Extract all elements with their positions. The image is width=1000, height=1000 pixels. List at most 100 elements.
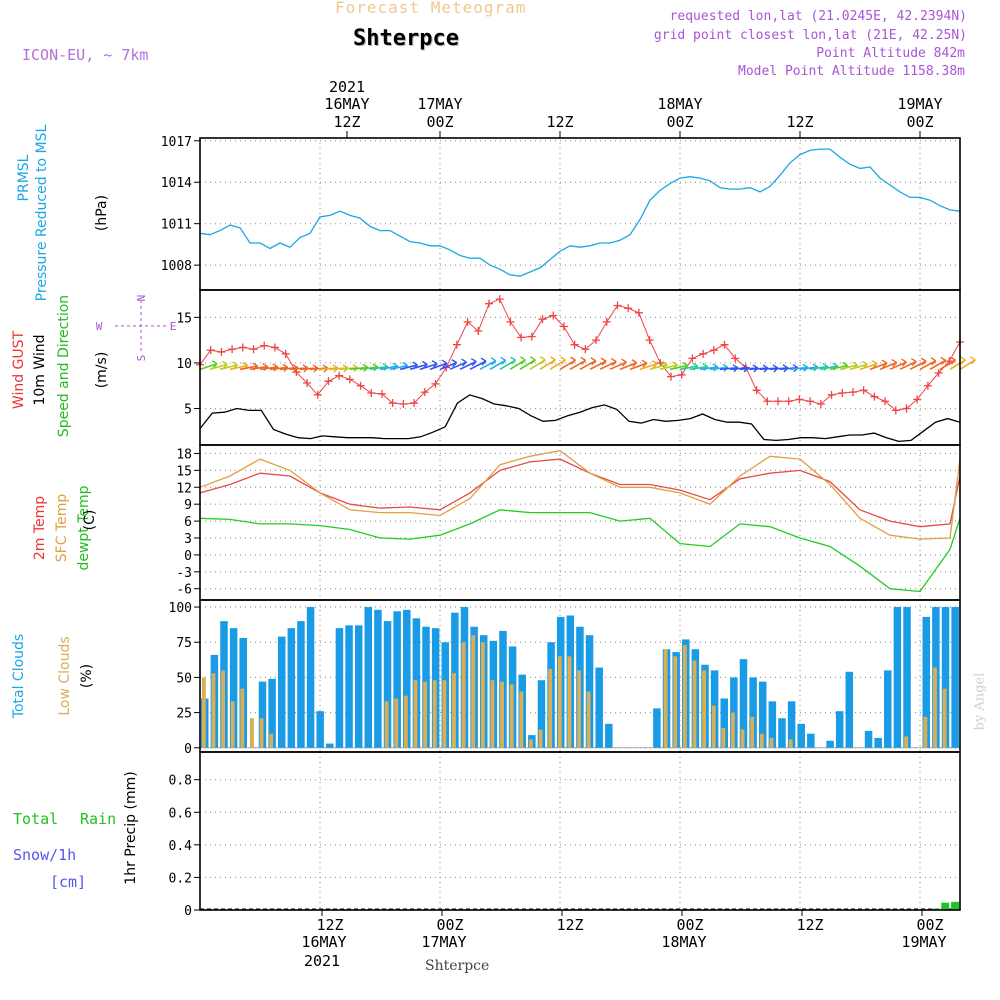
low-cloud-bar [403, 695, 408, 748]
wind-arrow-head [631, 359, 638, 368]
wind-arrow-head [871, 360, 878, 369]
gust-marker [581, 345, 590, 354]
wind-arrow [389, 364, 408, 371]
ytick-label: 18 [176, 447, 192, 462]
ytick-label: 1011 [161, 218, 192, 233]
total-cloud-bar [258, 681, 267, 748]
low-cloud-bar [230, 701, 235, 748]
ytick-label: -3 [176, 566, 192, 581]
gust-marker [763, 397, 772, 406]
total-cloud-bar [354, 625, 363, 748]
low-cloud-bar [923, 716, 928, 748]
bottom-date-label: 16MAY [301, 933, 346, 951]
wind-arrow [849, 363, 868, 371]
gust-marker [335, 371, 344, 380]
gust-marker [688, 354, 697, 363]
bottom-hour-label: 12Z [316, 916, 343, 934]
wind-arrow [459, 360, 477, 371]
wind-arrow-head [490, 357, 497, 366]
wind-arrow [499, 359, 516, 371]
total-cloud-bar [653, 708, 661, 748]
wind-arrow-head [500, 356, 507, 365]
gust-marker [260, 341, 269, 350]
wind-arrow [779, 366, 798, 371]
gust-marker [923, 381, 932, 390]
total-cloud-bar [306, 607, 315, 748]
total-cloud-bar [787, 701, 796, 748]
total-cloud-bar [893, 607, 902, 748]
wind-arrow [249, 365, 268, 371]
total-cloud-bar [807, 733, 815, 748]
gust-marker [463, 317, 472, 326]
top-hour-label: 12Z [333, 113, 360, 131]
wind-arrow [449, 361, 467, 371]
low-cloud-bar [663, 649, 668, 748]
ytick-label: 1014 [161, 176, 192, 191]
bottom-hour-label: 12Z [556, 916, 583, 934]
wind-arrow [919, 359, 937, 371]
wind-compass: N S E W [96, 295, 177, 362]
wind-arrow-head [621, 358, 627, 367]
wind-arrow-head [651, 360, 658, 369]
compass-north: N [135, 295, 148, 302]
total-cloud-bar [364, 607, 373, 748]
bottom-date-label: 19MAY [901, 933, 946, 951]
total-cloud-bar [605, 723, 613, 748]
gust-marker [859, 386, 868, 395]
gust-marker [495, 295, 504, 304]
gust-marker [217, 348, 226, 356]
wind-arrow [789, 366, 808, 371]
wind-arrow-head [881, 359, 888, 368]
wind-arrow-head [480, 357, 487, 366]
wind-arrow [479, 360, 497, 371]
wind-arrow [399, 364, 418, 371]
low-cloud-bar [548, 668, 553, 748]
low-cloud-bar [538, 729, 543, 748]
low-cloud-bar [201, 677, 206, 748]
wind-arrow [869, 362, 888, 371]
gust-marker [731, 354, 740, 363]
low-cloud-bar [942, 688, 947, 748]
low-cloud-bar [529, 739, 533, 748]
gust-marker [645, 336, 654, 345]
wind-arrow [229, 364, 248, 371]
ytick-label: 15 [176, 311, 192, 326]
panels: 1008 1011 1014 1017 5 10 15 -6 -3 0 3 6 9 12 15 18 0 25 50… [161, 135, 976, 919]
gust-marker [902, 404, 911, 413]
panel-wind: 5 10 15 [176, 290, 976, 445]
ytick-label: 100 [169, 601, 192, 616]
wind-arrow [709, 366, 728, 371]
low-cloud-bar [413, 680, 418, 748]
wind-arrow [689, 365, 708, 371]
gust-marker [228, 345, 237, 354]
gust-marker [485, 299, 494, 308]
footer-location: Shterpce [425, 958, 490, 974]
wind-arrow [439, 361, 457, 371]
wind-arrow [619, 361, 637, 371]
wind-arrow [469, 360, 487, 371]
total-cloud-bar [537, 680, 546, 748]
model-label: ICON-EU, ~ 7km [22, 46, 149, 64]
wind-arrow [729, 367, 749, 371]
temp2m-line [199, 458, 961, 528]
wind-arrow-head [920, 357, 927, 366]
gust-marker [410, 399, 419, 408]
ytick-label: 0 [184, 549, 192, 564]
ytick-label: 1008 [161, 259, 192, 274]
gust-marker [367, 389, 376, 398]
wind-arrow [949, 359, 966, 371]
top-date-label: 16MAY [324, 95, 369, 113]
wind-arrow [379, 365, 398, 371]
ytick-label: 6 [184, 515, 192, 530]
wind-arrow-head [930, 357, 937, 366]
gust-marker [634, 308, 643, 317]
low-cloud-bar [500, 681, 504, 748]
wind-arrow-head [451, 358, 458, 368]
ytick-label: 0.8 [169, 774, 192, 789]
total-cloud-bar [941, 607, 950, 748]
low-cloud-bar [432, 680, 437, 748]
gust-marker [624, 304, 633, 313]
